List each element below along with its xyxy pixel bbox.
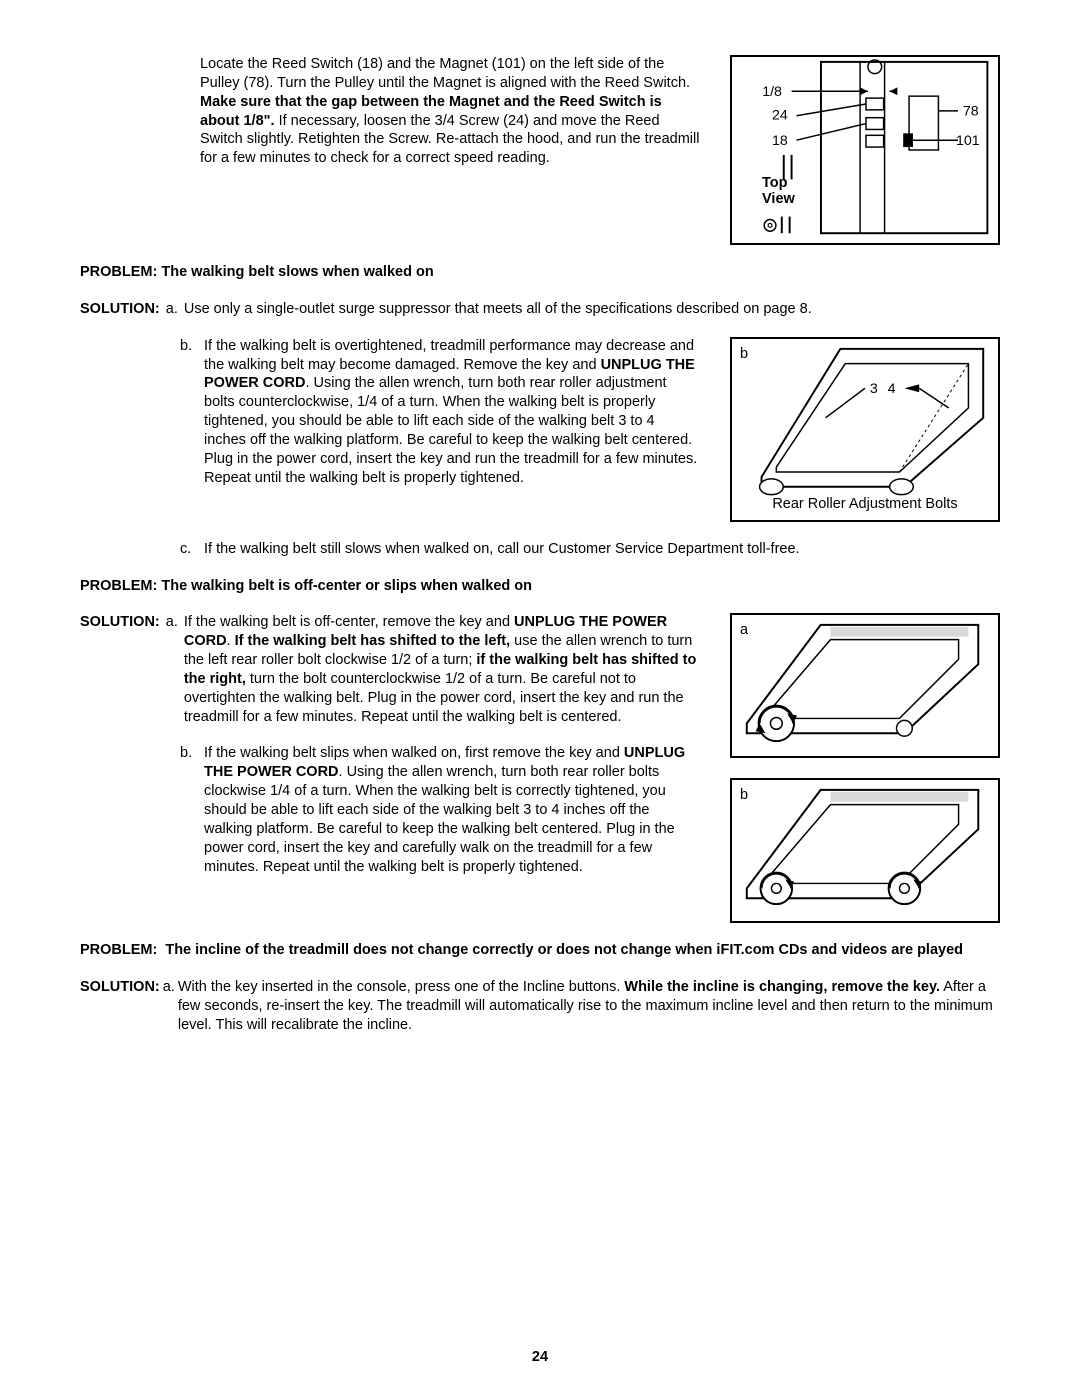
p3-a: SOLUTION: a. With the key inserted in th… [80, 978, 1000, 1035]
p2-solution-label: SOLUTION: [80, 613, 160, 726]
figure-1-col: 1/8 24 18 78 101 TopView [730, 55, 1000, 245]
manual-page: Locate the Reed Switch (18) and the Magn… [0, 0, 1080, 1397]
problem2-row: SOLUTION: a. If the walking belt is off-… [80, 613, 1000, 923]
p1-c-lead: c. [180, 540, 198, 559]
figure-belt-center-a: a [730, 613, 1000, 758]
p2-a-post: turn the bolt counterclockwise 1/2 of a … [184, 671, 684, 725]
belt-diagram-b [732, 780, 998, 923]
p3-problem-label: PROBLEM: [80, 941, 157, 960]
label-gap: 1/8 [762, 84, 782, 100]
p1-b: b. If the walking belt is overtightened,… [180, 337, 700, 488]
p2-b: b. If the walking belt slips when walked… [180, 744, 700, 876]
svg-text:4: 4 [888, 381, 896, 397]
figure-belt-center-b: b [730, 778, 1000, 923]
p2-a: SOLUTION: a. If the walking belt is off-… [80, 613, 700, 726]
problem1-solution-a: SOLUTION: a. Use only a single-outlet su… [80, 300, 1000, 319]
label-101: 101 [956, 133, 980, 149]
p2-a-pre: If the walking belt is off-center, remov… [184, 614, 514, 630]
intro-pre: Locate the Reed Switch (18) and the Magn… [200, 56, 690, 91]
p2-text-col: SOLUTION: a. If the walking belt is off-… [80, 613, 700, 876]
fig3-letter: a [740, 621, 748, 640]
label-18: 18 [772, 133, 788, 149]
belt-diagram-a [732, 615, 998, 758]
top-view-label: TopView [762, 176, 795, 208]
p3-heading-body: The incline of the treadmill does not ch… [165, 941, 1000, 960]
fig2-caption: Rear Roller Adjustment Bolts [732, 495, 998, 514]
problem2-heading-text: PROBLEM: The walking belt is off-center … [80, 578, 532, 594]
intro-text: Locate the Reed Switch (18) and the Magn… [200, 55, 700, 168]
p2-a-body: If the walking belt is off-center, remov… [184, 613, 700, 726]
intro-row: Locate the Reed Switch (18) and the Magn… [80, 55, 1000, 245]
p1-b-body: If the walking belt is overtightened, tr… [204, 337, 700, 488]
p1-b-post: . Using the allen wrench, turn both rear… [204, 375, 697, 485]
p3-a-lead: a. [163, 978, 175, 1035]
top-view-diagram: 1/8 24 18 78 101 [732, 57, 998, 243]
p1-c-body: If the walking belt still slows when wal… [204, 540, 1000, 559]
svg-text:3: 3 [870, 381, 878, 397]
label-78: 78 [963, 104, 979, 120]
intro-post: If necessary, loosen the 3/4 Screw (24) … [200, 113, 699, 167]
problem1-heading-text: PROBLEM: The walking belt slows when wal… [80, 264, 434, 280]
p2-a-lead: a. [166, 613, 178, 726]
p3-solution-label-text: SOLUTION: [80, 979, 160, 995]
p2-solution-label-text: SOLUTION: [80, 614, 160, 630]
figure-top-view: 1/8 24 18 78 101 TopView [730, 55, 1000, 245]
p1-b-lead: b. [180, 337, 198, 488]
p3-a-body: With the key inserted in the console, pr… [178, 978, 1000, 1035]
problem1-heading: PROBLEM: The walking belt slows when wal… [80, 263, 1000, 282]
figures-34-col: a b [730, 613, 1000, 923]
fig2-letter: b [740, 345, 748, 364]
problem1-b-row: b. If the walking belt is overtightened,… [80, 337, 1000, 522]
p2-a-b2: If the walking belt has shifted to the l… [235, 633, 511, 649]
p1-a-lead: a. [166, 300, 178, 319]
figure-rear-roller: b 3 4 Rear Roller Adjustment Bolt [730, 337, 1000, 522]
problem3-heading-row: PROBLEM: The incline of the treadmill do… [80, 941, 1000, 960]
page-number: 24 [0, 1348, 1080, 1367]
p2-b-lead: b. [180, 744, 198, 876]
p3-solution-label: SOLUTION: [80, 978, 160, 1035]
p2-b-body: If the walking belt slips when walked on… [204, 744, 700, 876]
p1-b-col: b. If the walking belt is overtightened,… [80, 337, 700, 488]
figure-2-col: b 3 4 Rear Roller Adjustment Bolt [730, 337, 1000, 522]
fig4-letter: b [740, 786, 748, 805]
p2-b-pre: If the walking belt slips when walked on… [204, 745, 624, 761]
rear-roller-diagram: 3 4 [732, 339, 998, 521]
p3-a-bold: While the incline is changing, remove th… [624, 979, 940, 995]
label-24: 24 [772, 108, 788, 124]
p2-b-post: . Using the allen wrench, turn both rear… [204, 764, 675, 874]
p1-c: c. If the walking belt still slows when … [180, 540, 1000, 559]
p3-a-pre: With the key inserted in the console, pr… [178, 979, 625, 995]
solution-label-text: SOLUTION: [80, 301, 160, 317]
p1-a-body: Use only a single-outlet surge suppresso… [184, 300, 1000, 319]
p2-a-m1: . [227, 633, 235, 649]
solution-label: SOLUTION: [80, 300, 160, 319]
problem2-heading: PROBLEM: The walking belt is off-center … [80, 577, 1000, 596]
